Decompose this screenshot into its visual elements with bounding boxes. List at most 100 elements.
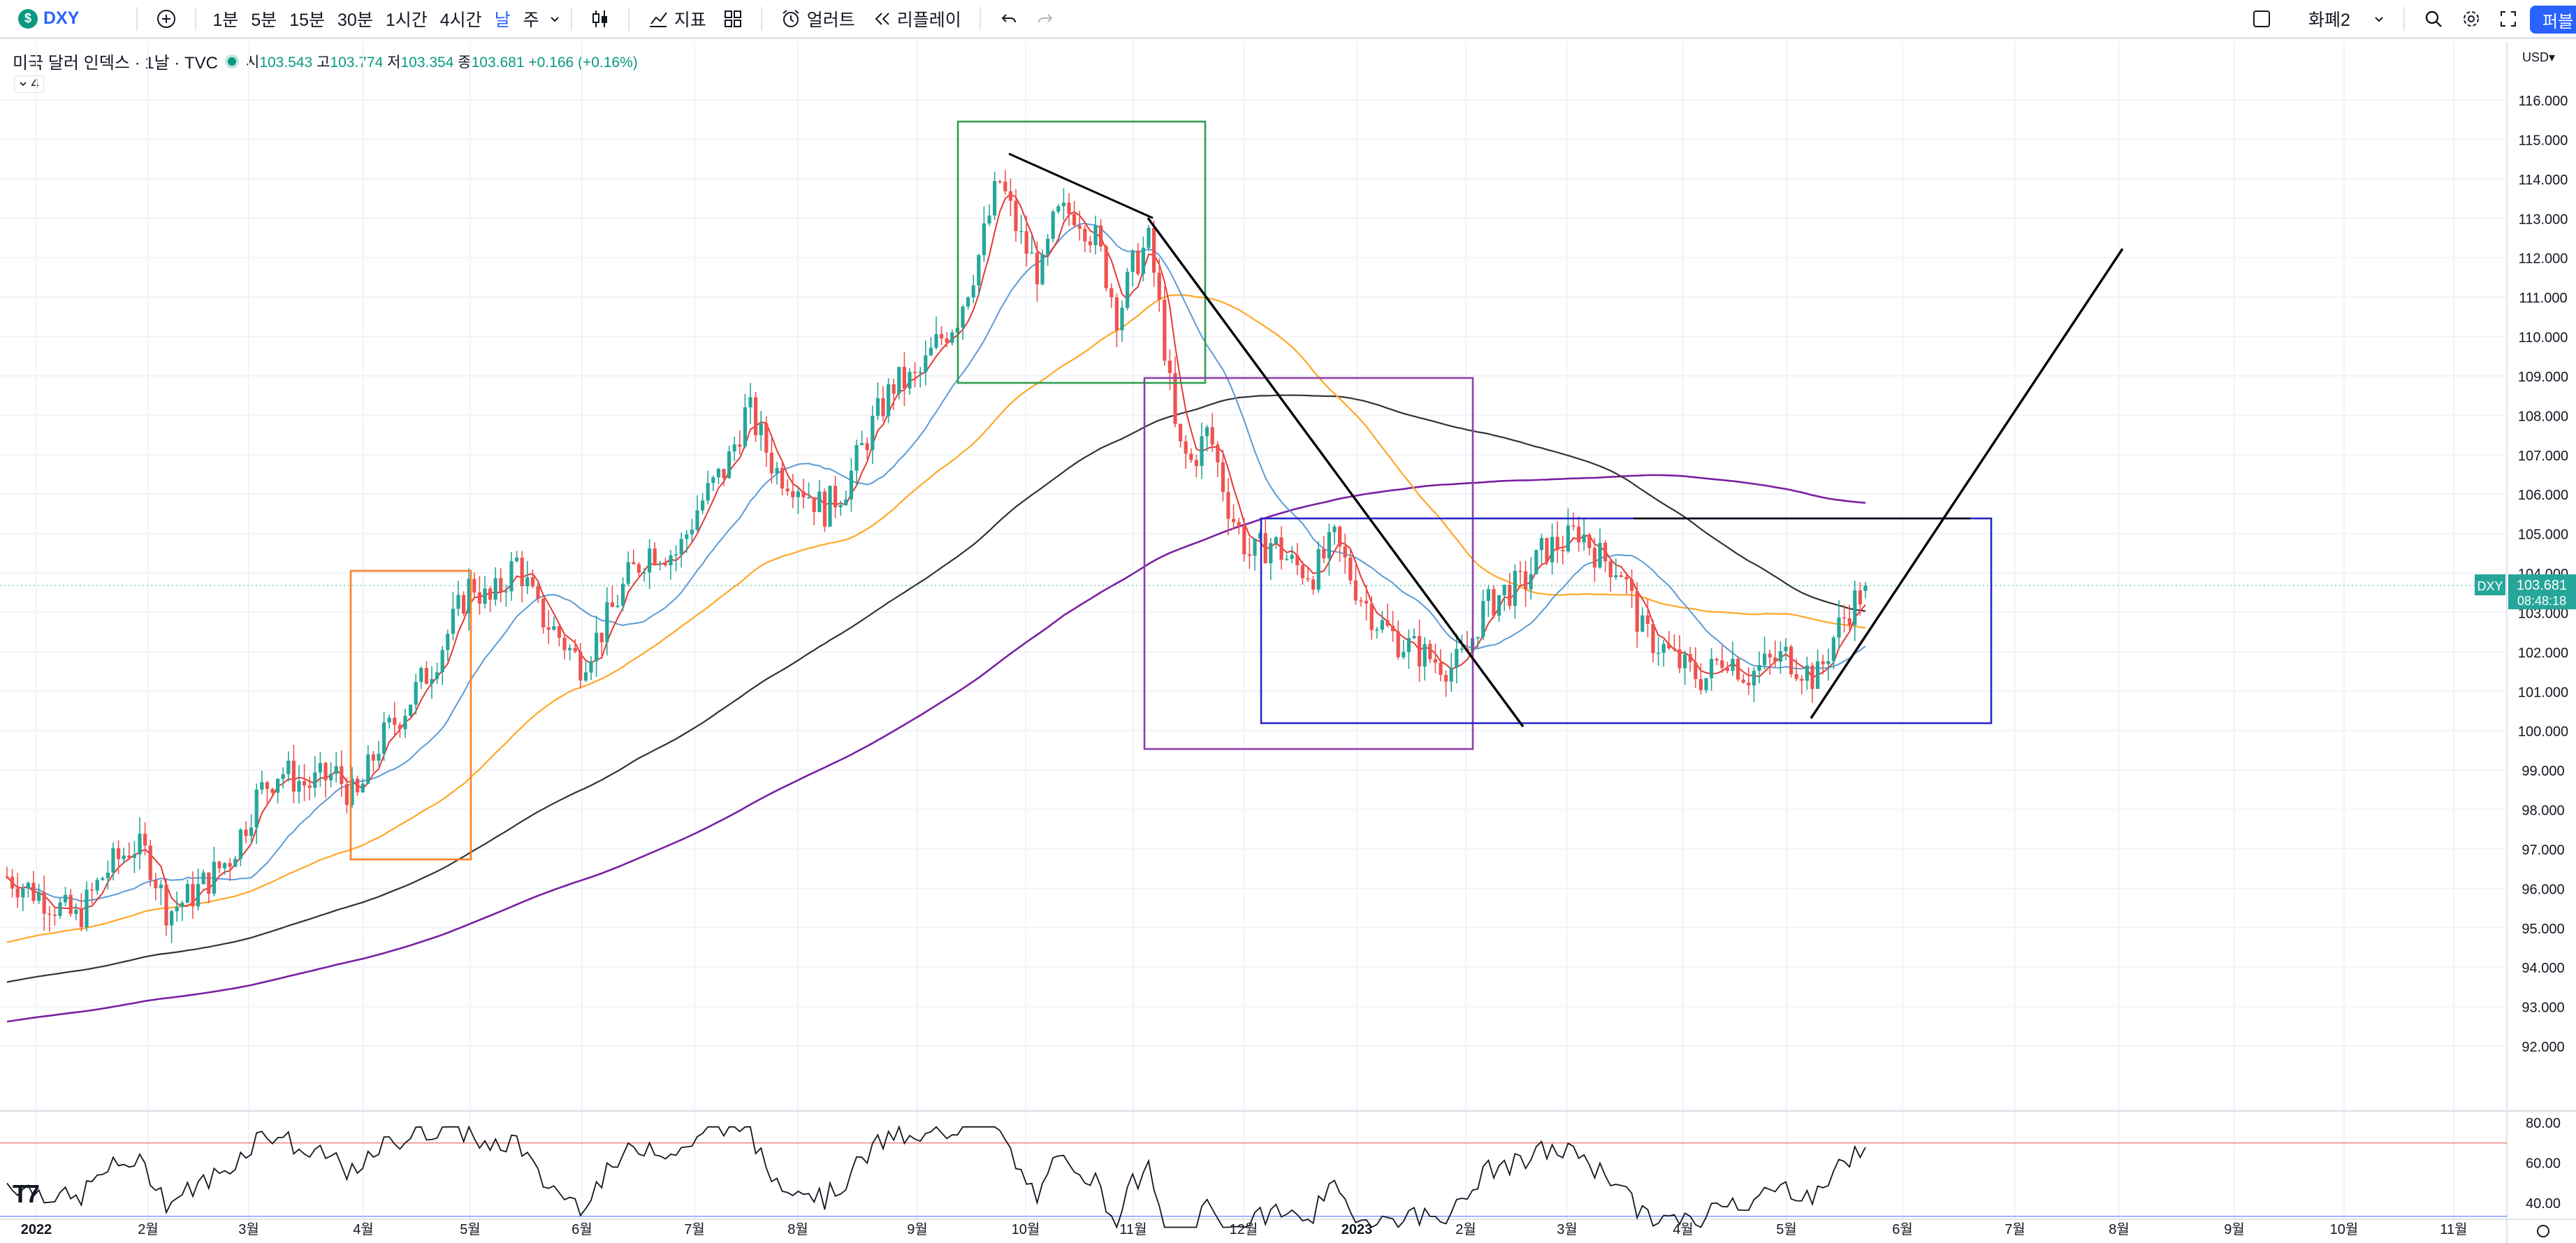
candle — [1651, 619, 1655, 662]
candle — [1582, 518, 1586, 551]
candle — [1173, 356, 1177, 428]
candle — [1019, 215, 1024, 245]
candle — [101, 876, 105, 881]
candle — [52, 907, 57, 926]
compare-add-button[interactable] — [147, 8, 185, 29]
interval-button-7[interactable]: 주 — [523, 10, 539, 30]
candle-body — [1497, 595, 1501, 616]
candle — [1577, 516, 1581, 552]
interval-button-5[interactable]: 4시간 — [439, 10, 482, 30]
fullscreen-button[interactable] — [2490, 9, 2526, 29]
layouts-grid-button[interactable] — [715, 9, 751, 29]
candle — [663, 557, 667, 567]
candle — [1322, 536, 1326, 563]
candle-body — [1311, 579, 1316, 590]
candle-body — [1661, 644, 1666, 653]
interval-button-1[interactable]: 5분 — [251, 10, 277, 30]
currency-selector[interactable]: USD▾ — [2522, 50, 2555, 64]
axis-settings-icon[interactable] — [2537, 1225, 2549, 1237]
candle-body — [175, 907, 179, 912]
candle-body — [356, 778, 360, 793]
candle-body — [52, 915, 57, 916]
candle — [860, 430, 864, 446]
interval-button-3[interactable]: 30분 — [337, 10, 373, 30]
candle — [1008, 178, 1012, 217]
symbol-badge — [2475, 574, 2505, 595]
candle-body — [1088, 241, 1092, 245]
candle — [1051, 210, 1055, 243]
candle — [1698, 663, 1703, 695]
interval-button-4[interactable]: 1시간 — [385, 10, 428, 30]
indicators-button[interactable]: 지표 — [639, 6, 715, 31]
interval-button-0[interactable]: 1분 — [212, 10, 239, 30]
candle — [440, 646, 444, 685]
candle — [1821, 655, 1825, 675]
candle — [1826, 648, 1831, 681]
candle-body — [918, 372, 922, 374]
candle — [716, 467, 720, 485]
candle-body — [1667, 644, 1671, 648]
price-chart[interactable]: 116.000 115.000 114.000 113.000 112.000 111.0… — [0, 39, 2576, 1243]
candle — [1130, 249, 1135, 286]
candle-body — [1492, 589, 1496, 616]
candle — [1831, 635, 1835, 670]
chevron-down-icon[interactable] — [548, 13, 561, 25]
candle — [1014, 189, 1018, 242]
candle-body — [217, 862, 221, 868]
layout-name: 화폐2 — [2308, 10, 2350, 30]
candle — [642, 567, 646, 582]
candle — [1710, 648, 1714, 691]
replay-button[interactable]: 리플레이 — [864, 6, 970, 31]
candle — [159, 880, 163, 906]
candle — [387, 714, 391, 729]
candle-body — [1863, 585, 1868, 591]
candle — [743, 393, 747, 449]
candle-body — [1614, 575, 1618, 578]
candle-body — [1014, 201, 1018, 231]
candle-body — [834, 486, 838, 508]
candle-body — [467, 579, 471, 614]
symbol-search-button[interactable]: $ DXY — [10, 8, 87, 29]
candle-body — [185, 884, 189, 903]
candle — [1508, 573, 1512, 610]
candle-body — [159, 885, 163, 889]
candle — [1380, 611, 1384, 633]
search-button[interactable] — [2415, 8, 2452, 29]
candle — [578, 643, 583, 689]
publish-button[interactable]: 퍼블 — [2530, 6, 2576, 34]
candle-body — [254, 790, 259, 828]
interval-button-2[interactable]: 15분 — [289, 10, 326, 30]
candle — [636, 562, 641, 579]
candle — [303, 764, 307, 801]
alerts-label: 얼러트 — [806, 10, 855, 30]
chart-type-button[interactable] — [582, 8, 618, 29]
interval-button-6[interactable]: 날 — [494, 10, 511, 30]
time-tick-label: 7월 — [2004, 1221, 2025, 1237]
chevron-down-icon — [2375, 16, 2383, 22]
candle-body — [64, 894, 68, 903]
candle-body — [987, 215, 991, 224]
candle — [207, 872, 211, 903]
candle — [366, 745, 370, 785]
layout-select-button[interactable]: 화폐2 — [2243, 6, 2394, 31]
candle-body — [477, 592, 481, 604]
candle — [1104, 244, 1108, 291]
candle-body — [79, 909, 83, 927]
candle — [1763, 636, 1767, 670]
candle — [1141, 236, 1145, 282]
fullscreen-icon — [2500, 10, 2516, 27]
settings-button[interactable] — [2452, 8, 2490, 29]
candle — [175, 891, 179, 922]
indicators-collapse-button[interactable]: 4 — [14, 75, 44, 93]
price-tick-label: 111.000 — [2519, 291, 2567, 306]
candle — [10, 868, 15, 898]
candle — [244, 821, 248, 843]
candle-body — [1688, 654, 1692, 662]
undo-button[interactable] — [991, 9, 1027, 29]
alerts-button[interactable]: 얼러트 — [772, 6, 864, 31]
candle — [759, 411, 763, 451]
candle — [1614, 558, 1618, 580]
candle — [966, 296, 970, 310]
legend-title[interactable]: 미국 달러 인덱스 · 1날 · TVC — [13, 54, 218, 73]
redo-button[interactable] — [1027, 9, 1063, 29]
